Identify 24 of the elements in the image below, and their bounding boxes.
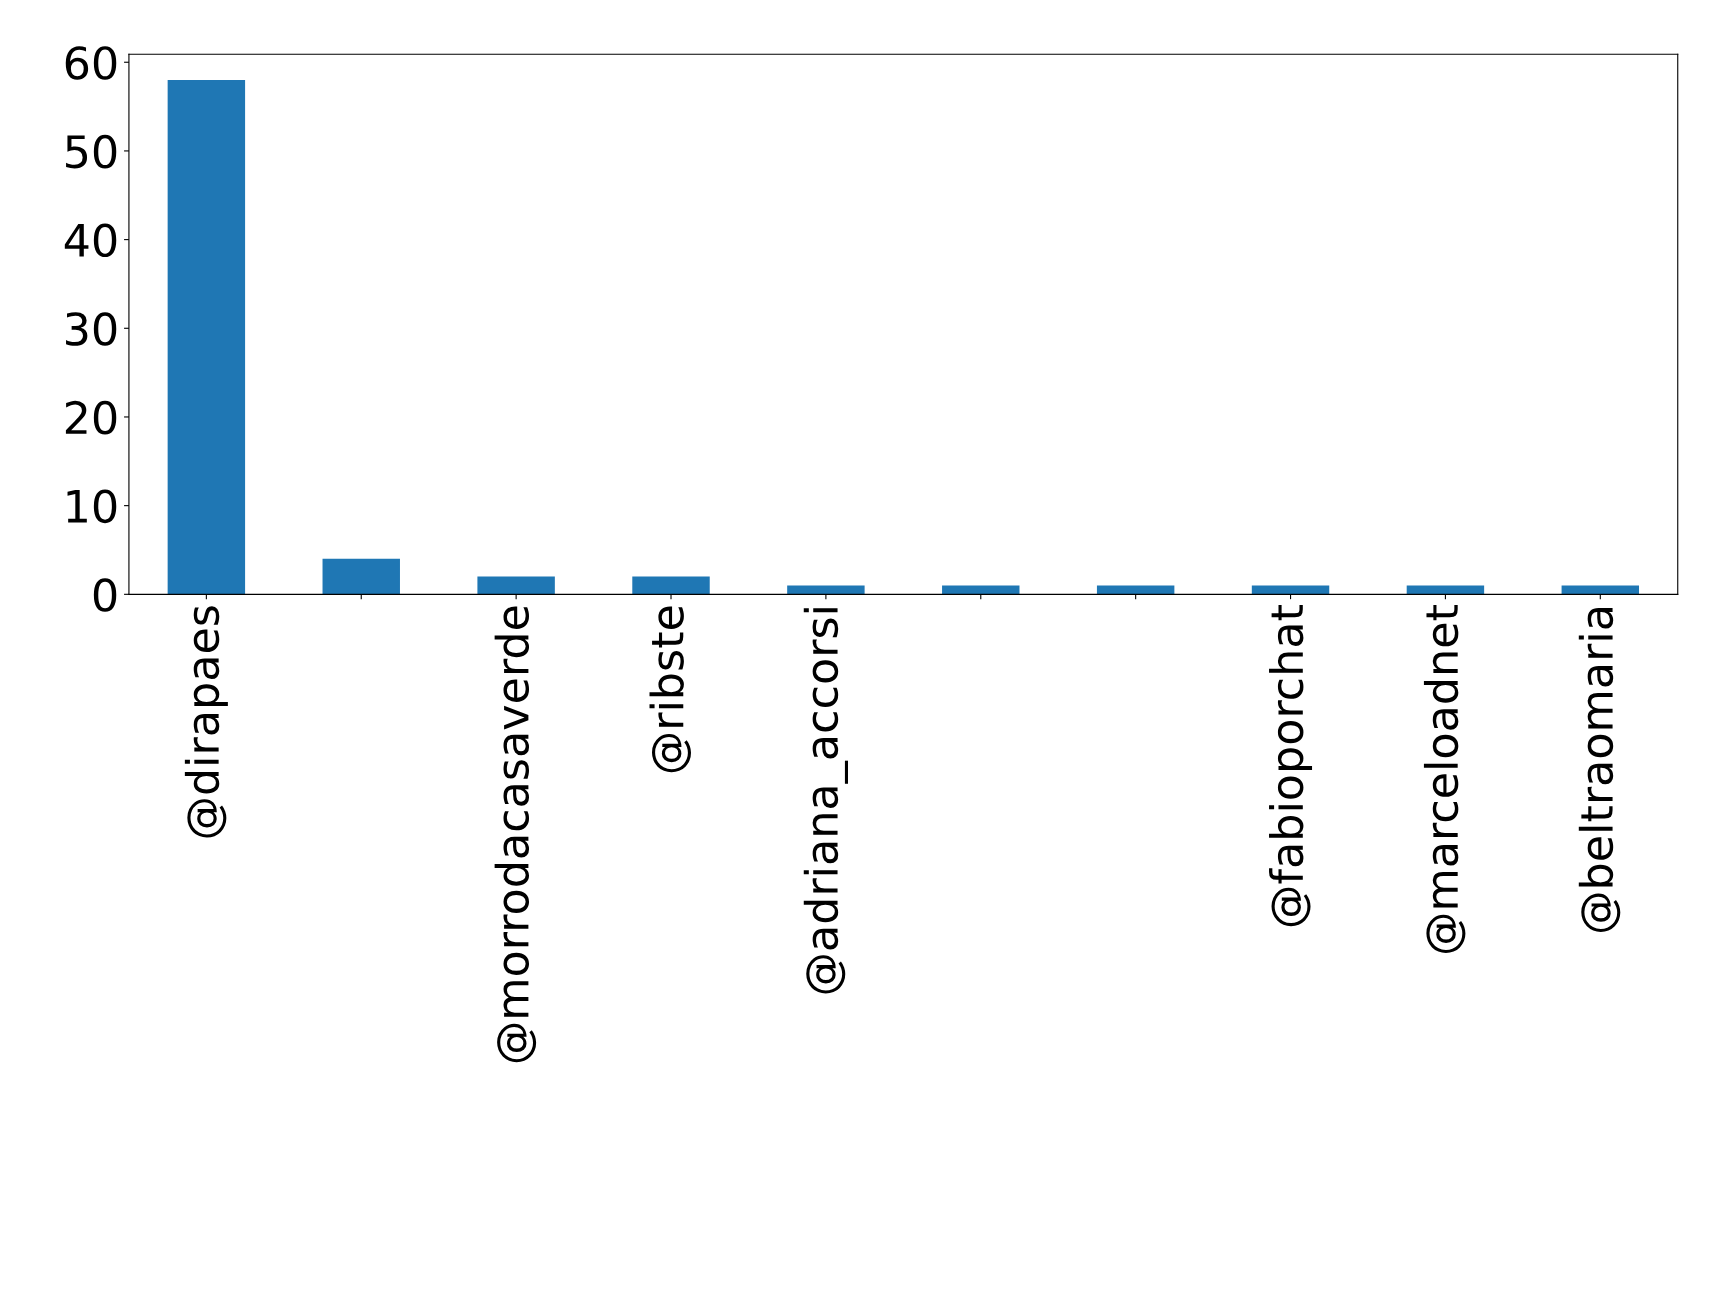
bar [942,585,1020,595]
bar [1561,585,1640,595]
y-tick-label: 30 [66,312,117,346]
x-tick-label: @adriana_accorsi [803,608,849,994]
bar [477,576,555,595]
y-tick-label: 50 [66,134,117,169]
bar [322,558,400,595]
bar [1406,585,1485,595]
x-tick-label: @ribste [649,606,691,773]
y-tick-label: 40 [64,223,117,258]
x-tick-label: @marceloadnet [1423,605,1466,954]
x-tick-label: @dirapaes [184,606,228,838]
y-tick-label: 20 [65,400,117,435]
y-tick-label: 10 [67,489,117,524]
bar [632,576,710,595]
x-tick-label: @beltraomaria [1578,608,1621,932]
bar [167,79,246,595]
x-tick-label: @fabioporchat [1269,605,1313,927]
bar [1251,585,1330,595]
y-tick-label: 60 [65,46,117,80]
bar [787,585,865,595]
x-tick-label: @morrodacasaverde [494,606,537,1063]
y-tick-label: 0 [93,578,117,612]
bar [1096,585,1175,595]
